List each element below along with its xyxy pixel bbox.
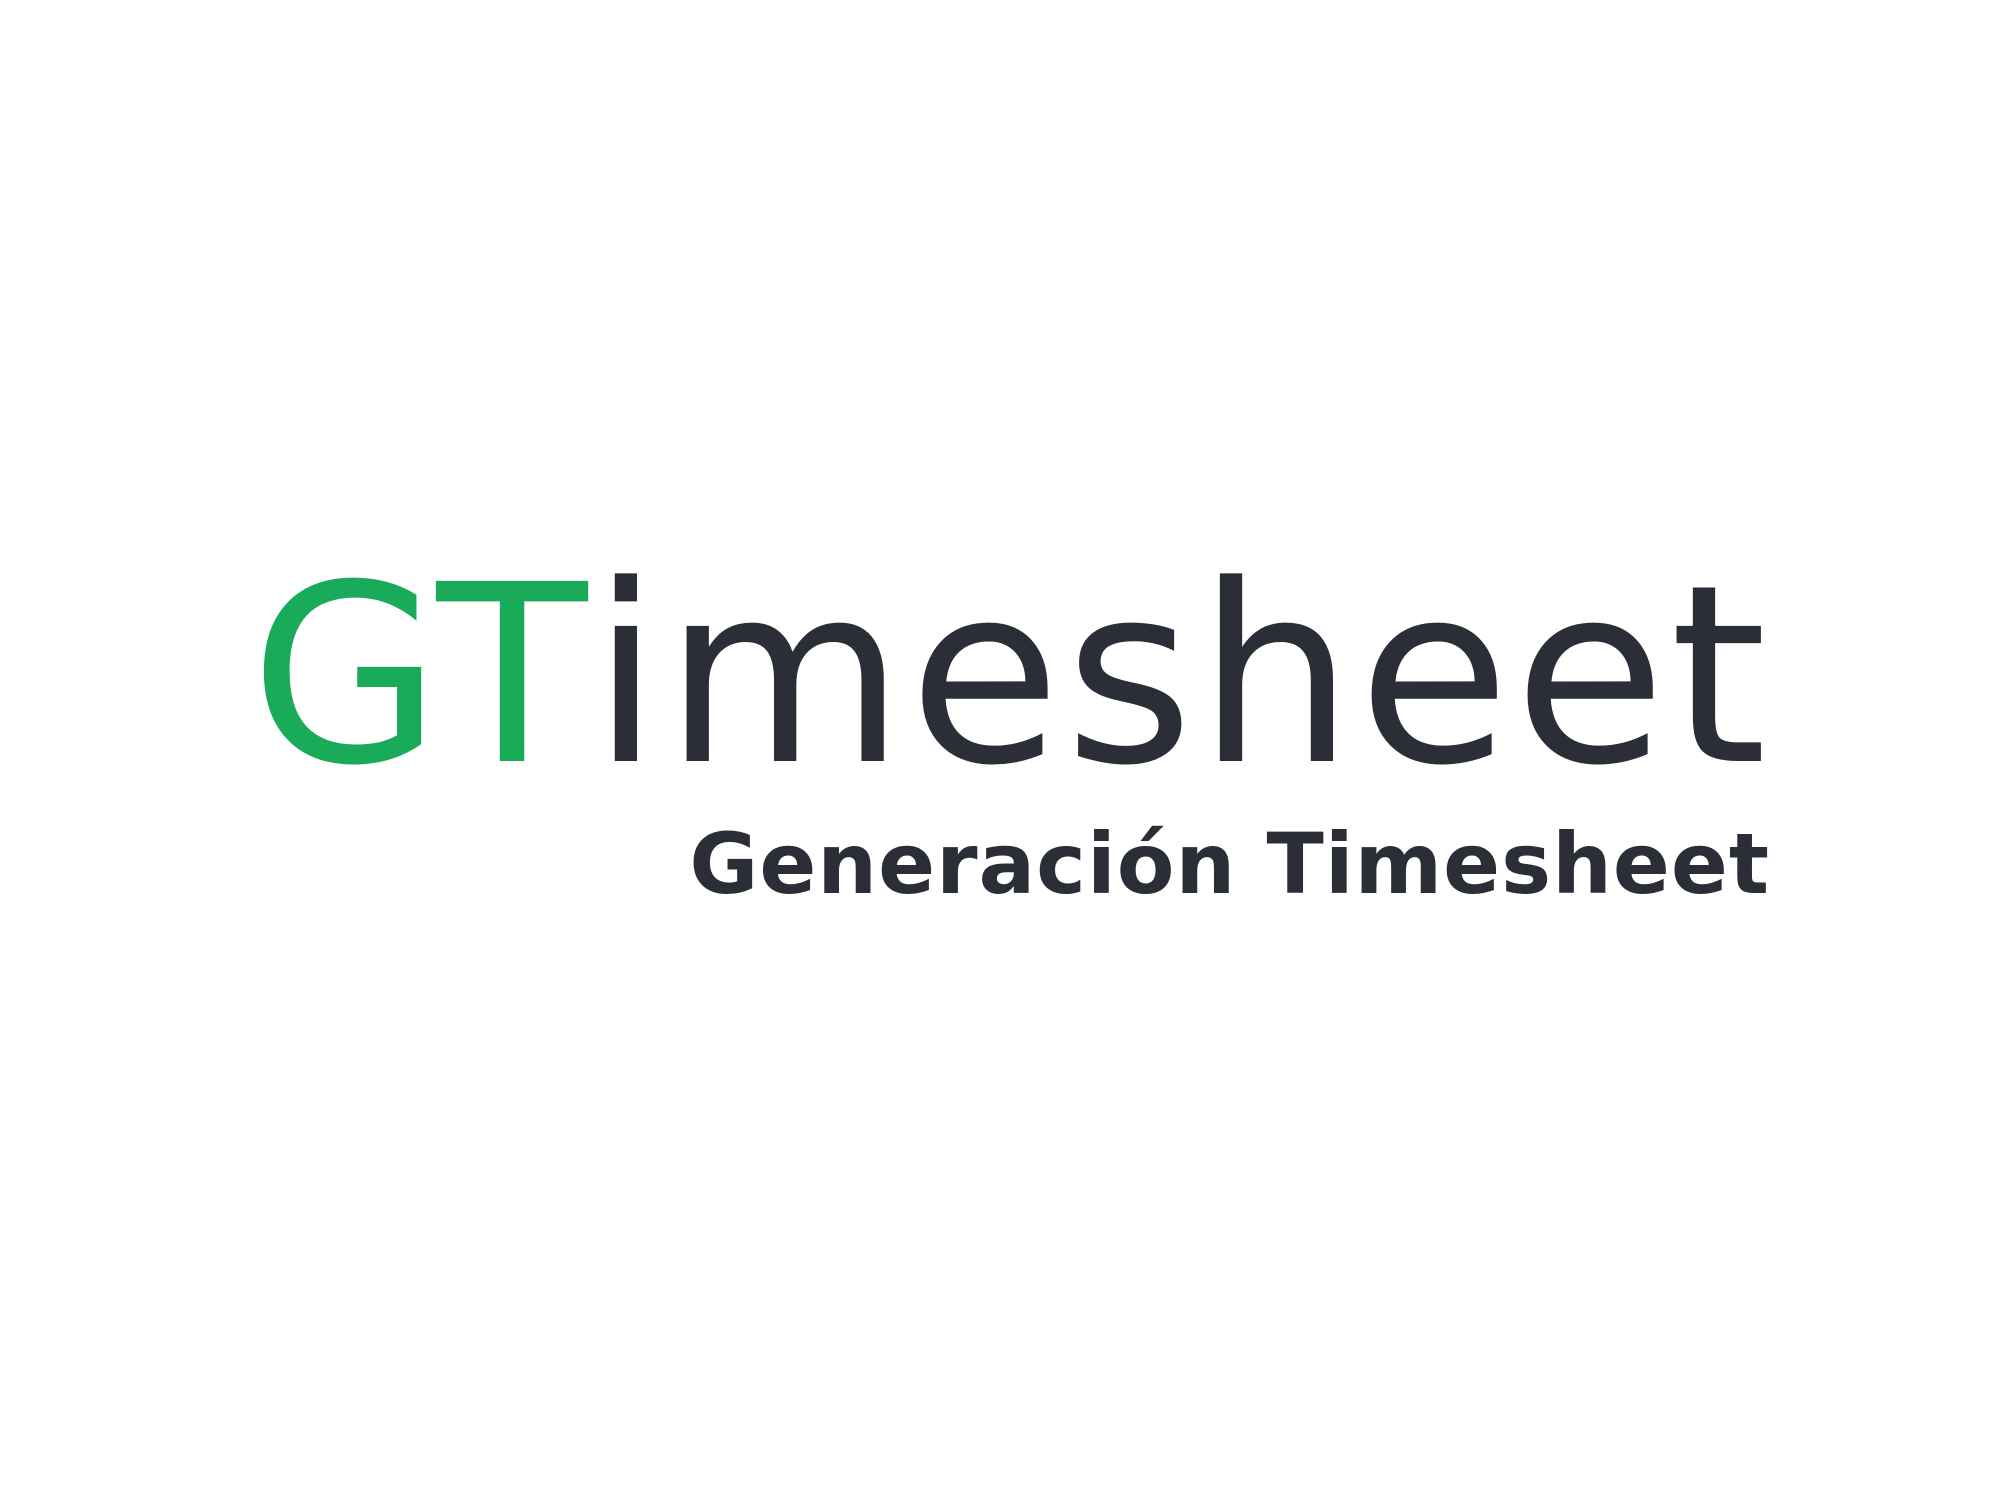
wordmark-accent: GT: [250, 532, 592, 820]
logo: GT imesheet Generación Timesheet: [250, 553, 1770, 940]
tagline: Generación Timesheet: [689, 815, 1770, 913]
wordmark: GT imesheet: [250, 553, 1770, 800]
wordmark-main: imesheet: [591, 532, 1771, 820]
